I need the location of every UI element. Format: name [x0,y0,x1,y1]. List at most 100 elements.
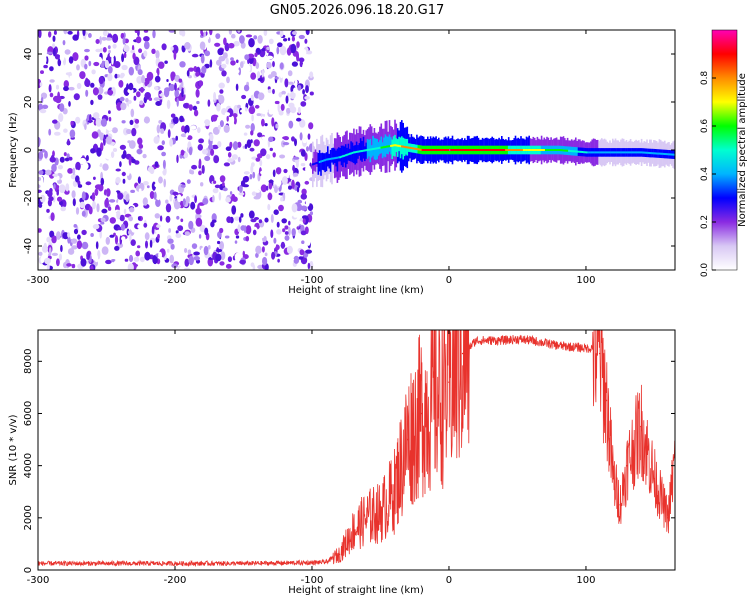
ridge-core [455,149,458,151]
noise-blob [117,192,124,200]
noise-blob [289,104,295,112]
ridge-core [524,149,526,151]
noise-blob [260,113,266,118]
noise-blob [183,103,189,109]
snr-point [557,344,560,347]
noise-blob [122,150,127,159]
ridge-band [380,136,383,154]
noise-blob [255,189,260,193]
noise-blob [234,216,241,221]
noise-blob [265,154,271,160]
noise-blob [276,46,280,55]
noise-blob [249,173,253,180]
noise-blob [59,200,63,206]
noise-blob [250,130,254,136]
colorbar-tick-label: 0.6 [700,119,710,134]
noise-blob [217,231,222,239]
noise-blob [120,32,125,39]
ridge-band [333,148,336,163]
noise-blob [231,116,235,125]
noise-blob [299,132,303,141]
noise-blob [227,152,232,158]
ridge-core [516,149,518,151]
ridge-band [366,139,369,159]
noise-blob [256,71,261,80]
ridge-core [580,150,583,153]
noise-blob [48,84,52,93]
noise-blob [57,58,62,67]
snr-point [653,477,656,480]
ridge-core [436,149,439,151]
noise-blob [93,54,100,62]
noise-blob [157,61,165,69]
noise-blob [160,128,165,134]
noise-blob [186,70,190,77]
noise-blob [226,216,232,224]
noise-blob [261,118,265,127]
noise-blob [69,129,76,138]
ridge-core [320,160,322,163]
noise-blob [128,82,134,91]
noise-blob [147,166,155,173]
noise-blob [88,33,92,38]
noise-blob [234,252,241,262]
noise-blob [225,196,231,203]
ridge-core [335,156,337,159]
noise-blob [222,52,228,59]
snr-point [352,530,354,532]
snr-ytick-label: 2000 [23,505,34,530]
noise-blob [139,100,144,106]
snr-point [605,399,608,402]
noise-blob [221,63,227,69]
noise-blob [238,192,245,196]
noise-blob [153,136,160,144]
noise-blob [178,78,183,83]
noise-blob [155,50,160,59]
noise-blob [127,140,131,144]
noise-blob [70,120,74,126]
noise-blob [284,225,289,230]
noise-blob [239,35,245,44]
noise-blob [114,245,120,251]
noise-blob [222,203,227,213]
ridge-core [416,148,418,150]
noise-blob [81,241,89,250]
noise-blob [114,73,118,79]
snr-ytick-label: 0 [23,567,34,573]
ridge-core [576,150,578,153]
noise-blob [209,30,213,36]
noise-blob [243,171,250,175]
noise-blob [200,182,204,187]
ridge-core [554,149,556,151]
noise-blob [82,30,86,37]
noise-blob [187,135,193,141]
noise-blob [38,228,42,233]
noise-blob [105,37,113,41]
noise-blob [158,90,162,95]
noise-blob [60,244,63,253]
noise-blob [120,102,127,111]
ridge-core [475,149,477,151]
noise-blob [263,30,268,36]
ridge-core [347,153,350,156]
noise-blob [129,207,135,213]
noise-blob [285,95,289,104]
ridge-core [496,149,499,151]
noise-blob [161,261,165,268]
noise-blob [281,94,286,102]
ridge-core [628,151,630,154]
snr-point [530,339,532,342]
noise-blob [289,91,296,99]
noise-blob [55,96,62,104]
noise-blob [52,195,56,203]
noise-blob [115,168,121,172]
ridge-core [428,149,430,151]
ridge-band [339,148,341,162]
noise-blob [80,258,87,267]
noise-blob [157,233,160,240]
noise-blob [125,57,129,65]
ridge-core [427,149,429,151]
noise-blob [82,174,86,181]
noise-blob [251,114,254,122]
